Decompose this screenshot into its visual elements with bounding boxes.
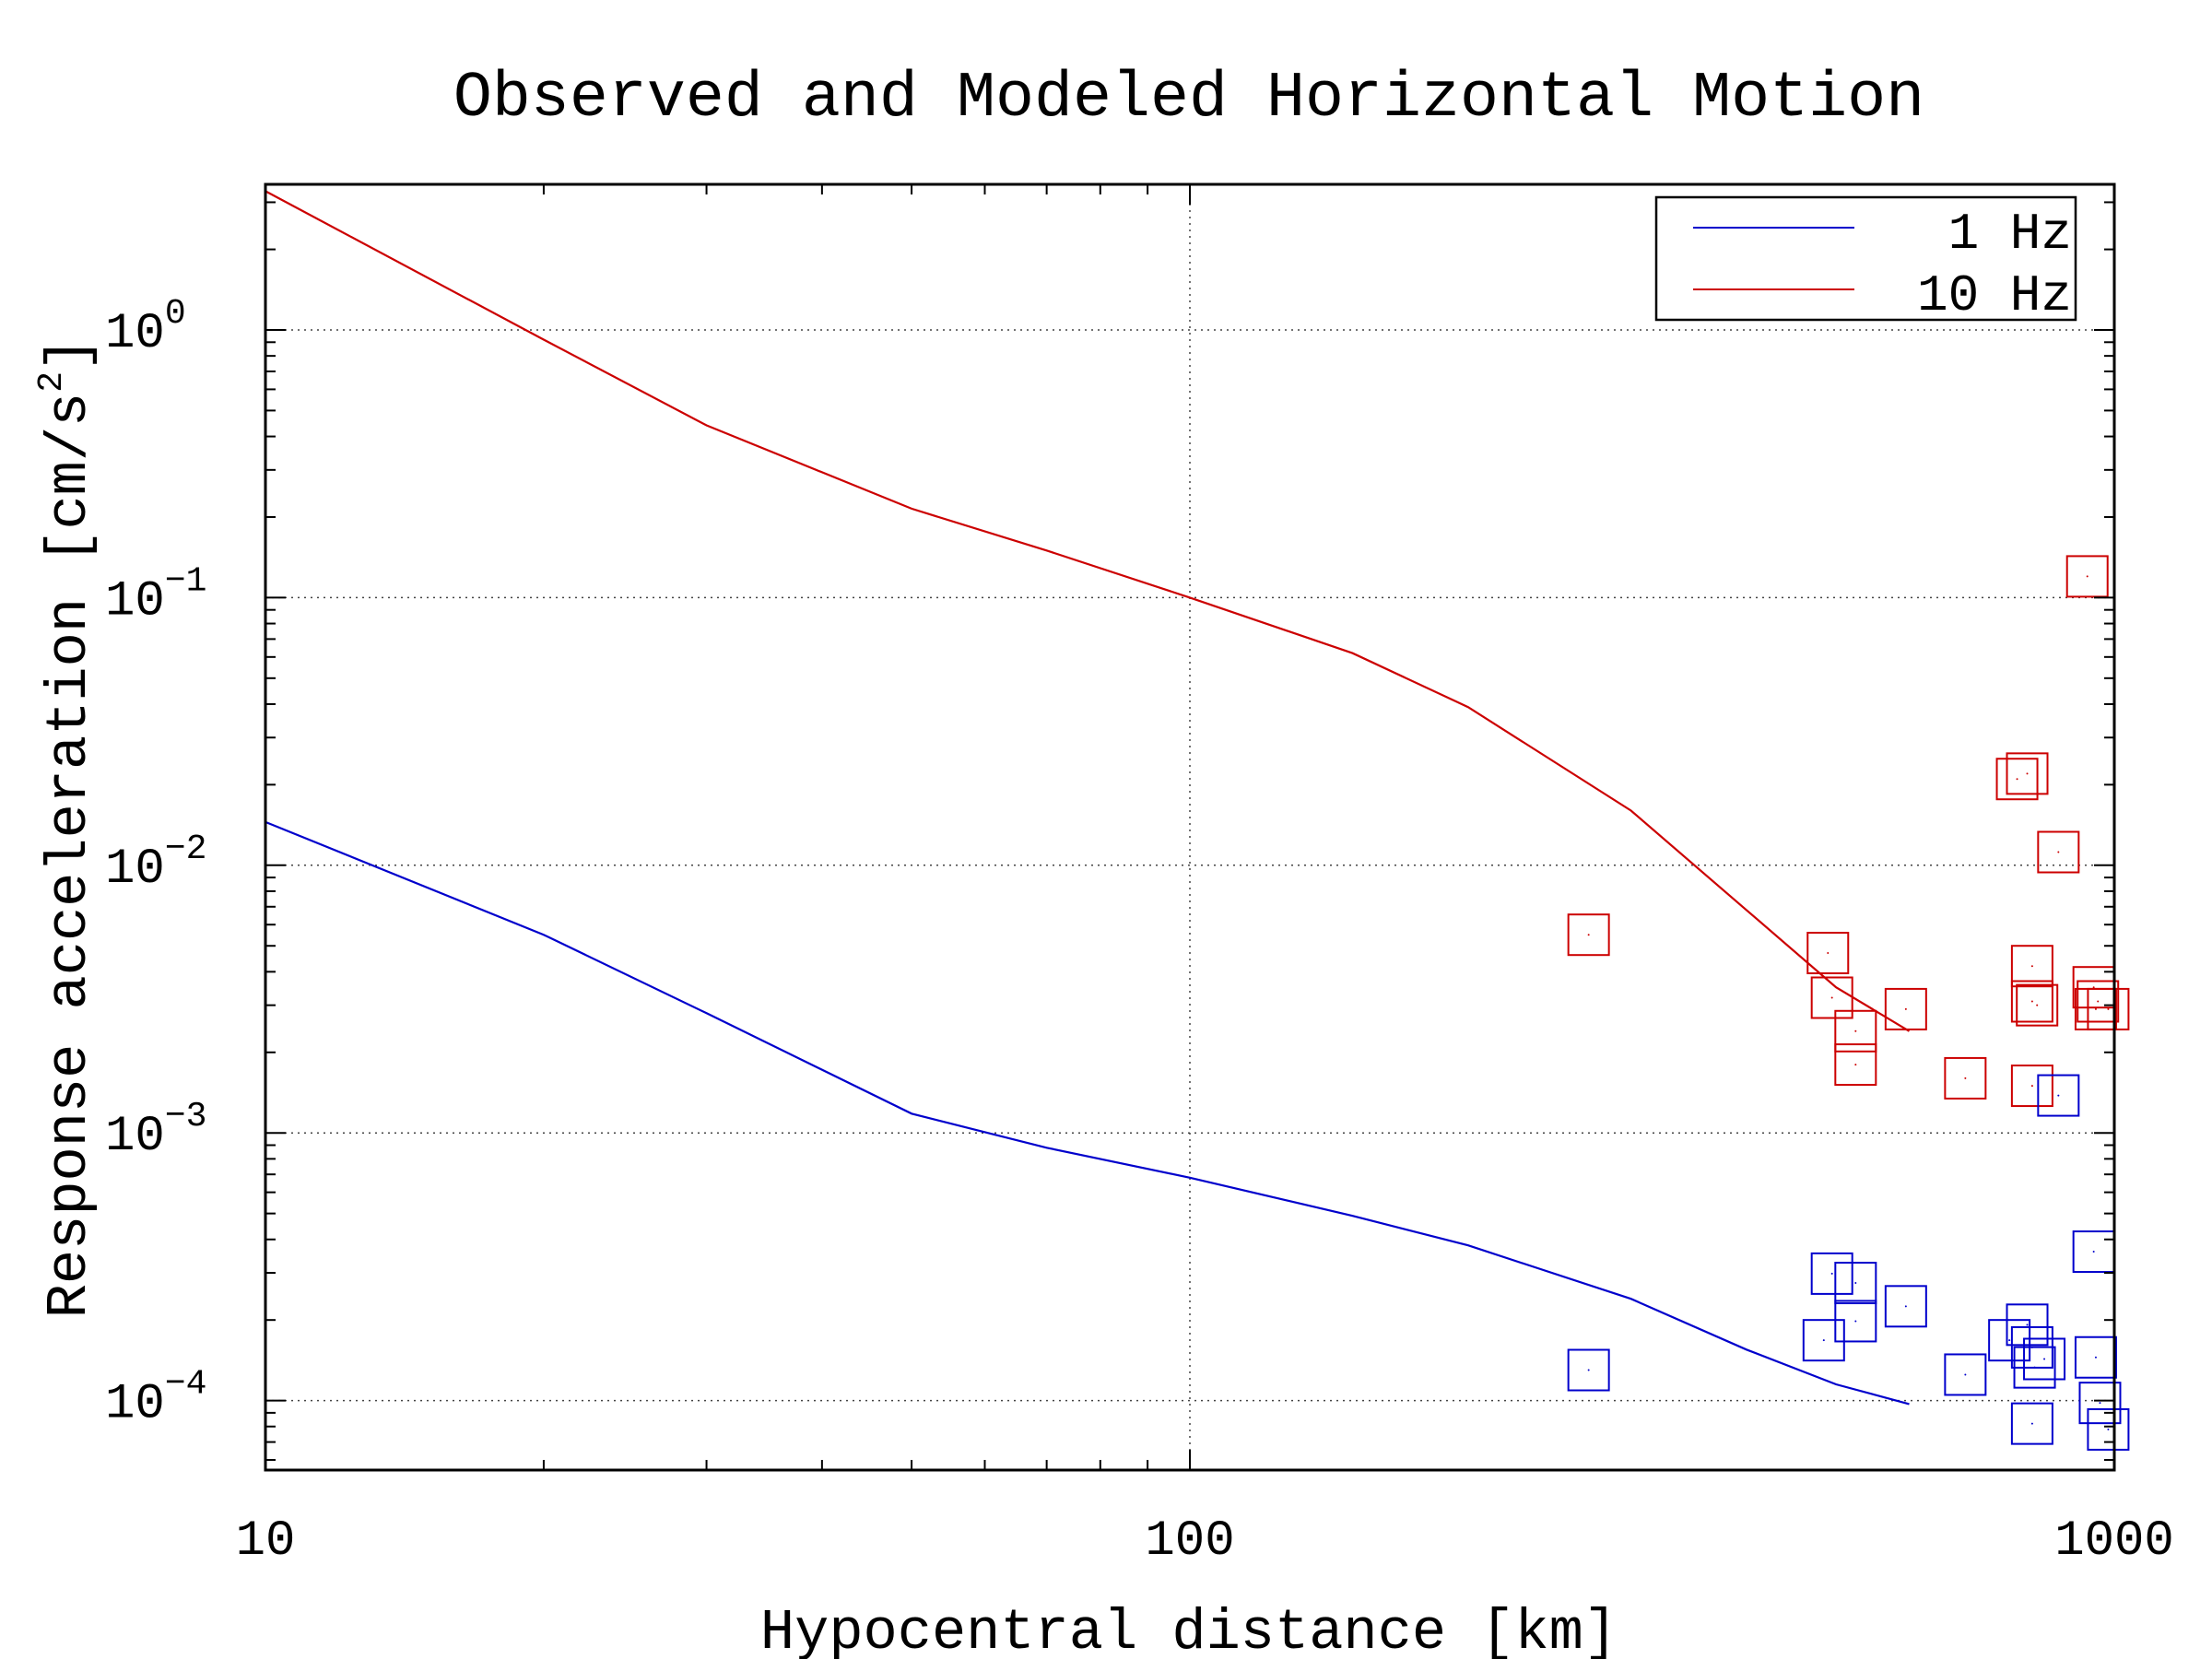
data-point [2087, 1407, 2130, 1451]
data-point-center [2107, 1007, 2110, 1010]
legend: 1 Hz 10 Hz [1654, 195, 2077, 325]
data-point-center [2057, 851, 2060, 853]
data-point-center [2030, 1422, 2033, 1425]
data-point [1884, 1285, 1927, 1328]
x-tick-label: 1000 [2054, 1513, 2174, 1570]
data-point-center [1822, 1339, 1825, 1342]
data-point-center [2097, 1000, 2100, 1003]
data-point [2023, 1337, 2066, 1381]
data-point [2006, 1303, 2049, 1347]
data-point-center [1827, 952, 1830, 955]
data-point-center [1904, 1007, 1907, 1010]
data-point [1834, 1043, 1877, 1087]
data-point [2078, 1382, 2122, 1425]
data-point [1810, 976, 1853, 1019]
data-point-center [2030, 1085, 2033, 1088]
tick-labels: 10 100 1000 100 10−1 10−2 10−3 10−4 [105, 294, 2174, 1570]
legend-label-10hz: 10 Hz [1917, 266, 2072, 325]
data-point [2010, 1402, 2053, 1445]
y-axis-label-sup: 2 [32, 371, 72, 393]
data-point-center [2086, 575, 2088, 578]
data-point-center [2107, 1428, 2110, 1430]
data-point-center [2036, 1004, 2039, 1006]
data-point [1944, 1353, 1987, 1396]
data-point-center [2030, 965, 2033, 968]
data-point [2077, 980, 2120, 1023]
data-point [2037, 1074, 2080, 1117]
data-point [1995, 758, 2039, 801]
y-tick-label: 10−4 [105, 1365, 206, 1433]
data-point [2010, 980, 2053, 1023]
data-point-center [2092, 1251, 2095, 1253]
data-point-center [2008, 1339, 2011, 1342]
data-point-center [2094, 1007, 2097, 1010]
x-tick-label: 100 [1145, 1513, 1234, 1570]
data-point [1834, 1009, 1877, 1053]
data-point [2013, 1346, 2056, 1389]
data-point-center [1830, 996, 1833, 999]
data-point-center [2030, 1000, 2033, 1003]
x-axis-label: Hypocentral distance [km] [760, 1600, 1618, 1659]
y-tick-label: 10−2 [105, 830, 206, 898]
data-point [2087, 987, 2130, 1030]
data-point-center [1854, 1030, 1857, 1032]
data-point [1806, 932, 1850, 975]
data-point [2006, 752, 2049, 795]
data-point [1567, 1348, 1610, 1392]
chart-title: Observed and Modeled Horizontal Motion [453, 63, 1924, 135]
grid [265, 184, 2114, 1470]
data-point-center [2092, 986, 2095, 989]
data-point-center [2043, 1358, 2046, 1360]
data-point-center [1587, 1369, 1590, 1371]
data-point-center [2033, 1366, 2036, 1369]
y-tick-label: 10−1 [105, 561, 206, 629]
y-tick-label: 10−3 [105, 1097, 206, 1165]
data-point [1834, 1300, 1877, 1343]
plot-markers [1567, 555, 2130, 1451]
data-point [2016, 983, 2059, 1027]
data-point [2065, 555, 2109, 598]
data-point [1810, 1252, 1853, 1295]
data-point [2037, 830, 2080, 874]
data-point [2010, 1065, 2053, 1108]
data-point-center [2099, 1402, 2101, 1405]
data-point [2010, 945, 2053, 988]
data-point-center [1854, 1282, 1857, 1285]
data-point-center [1964, 1077, 1967, 1079]
x-tick-label: 10 [236, 1513, 296, 1570]
data-point [1834, 1262, 1877, 1305]
y-axis-label-close: ] [37, 337, 102, 371]
data-point [1988, 1319, 2031, 1362]
data-point [1944, 1056, 1987, 1100]
data-point [1802, 1319, 1845, 1362]
legend-label-1hz: 1 Hz [1948, 205, 2072, 264]
axis-ticks [265, 184, 2114, 1470]
y-axis-label: Response acceleration [cm/s2] [32, 337, 102, 1319]
series-line-10hz [265, 190, 1911, 1032]
y-axis-label-text: Response acceleration [cm/s [37, 393, 102, 1319]
data-point-center [1964, 1373, 1967, 1376]
plot-frame [264, 182, 2116, 1472]
data-point-center [1830, 1272, 1833, 1275]
series-line-1hz [265, 820, 1910, 1406]
plot-series [265, 190, 1911, 1406]
data-point-center [1587, 934, 1590, 936]
data-point-center [2026, 1324, 2029, 1326]
data-point [1567, 913, 1610, 957]
data-point-center [2094, 1356, 2097, 1359]
data-point-center [1854, 1064, 1857, 1066]
legend-box [1654, 195, 2077, 322]
data-point-center [1904, 1305, 1907, 1308]
data-point-center [2016, 778, 2018, 781]
data-point-center [2026, 772, 2029, 775]
data-point-center [2057, 1094, 2060, 1097]
data-point-center [1854, 1320, 1857, 1323]
y-tick-label: 100 [105, 294, 186, 362]
data-point [1884, 987, 1927, 1030]
data-point [2074, 1335, 2117, 1379]
